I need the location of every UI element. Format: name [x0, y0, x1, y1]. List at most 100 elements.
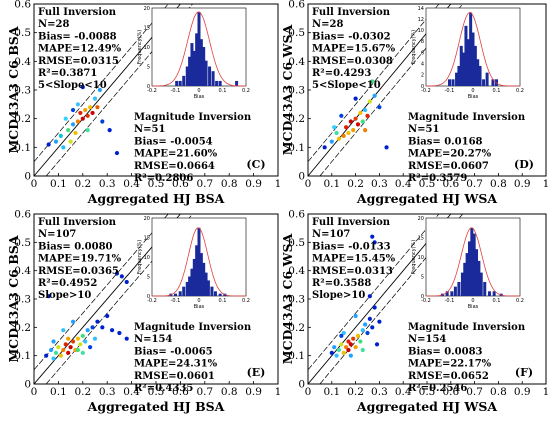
magnitude-inversion-line: MAPE=20.27%	[408, 149, 492, 160]
y-tick-label: 0.6	[288, 209, 305, 221]
histogram-bar	[190, 43, 194, 86]
full-inversion-line: Full Inversion	[38, 217, 117, 228]
data-point	[355, 122, 361, 127]
data-point	[58, 353, 63, 358]
data-point	[78, 342, 83, 347]
magnitude-inversion-line: MAPE=21.60%	[134, 149, 218, 160]
inset-y-tick-label: 20	[144, 6, 150, 12]
x-tick-label: 0.8	[490, 386, 507, 398]
normal-fit-curve	[152, 11, 246, 87]
full-inversion-line: N=28	[312, 19, 343, 30]
panel-label: (F)	[515, 366, 533, 379]
normal-fit-curve	[425, 227, 520, 297]
x-tick-label: 0.6	[442, 386, 459, 398]
full-inversion-line: Bias= -0.0133	[312, 241, 391, 252]
magnitude-inversion-line: N=51	[408, 124, 439, 135]
data-point	[51, 356, 56, 361]
envelope-line	[307, 213, 440, 371]
inset-y-tick-label: 0	[147, 294, 150, 300]
data-point	[73, 130, 78, 136]
x-tick-label: 0.2	[347, 178, 364, 190]
inset-y-tick-label: 15	[144, 235, 150, 241]
data-point	[339, 113, 344, 118]
histogram-bar	[185, 281, 189, 296]
x-tick-label: 0.4	[395, 386, 412, 398]
histogram-bar	[190, 268, 194, 296]
data-point	[51, 339, 56, 344]
data-point	[334, 353, 339, 358]
y-tick-label: 0.3	[288, 85, 305, 97]
x-tick-label: 0.1	[323, 178, 340, 190]
histogram-bar	[464, 25, 468, 86]
histogram-bar	[199, 253, 203, 296]
full-inversion-line: Full Inversion	[312, 217, 391, 228]
full-inversion-line: RMSE=0.0365	[38, 266, 119, 277]
histogram-bar	[174, 293, 177, 296]
histogram-bar	[491, 79, 495, 86]
full-inversion-line: RMSE=0.0308	[312, 56, 393, 67]
data-point	[348, 342, 353, 347]
magnitude-inversion-line: R²=0.2546	[408, 383, 467, 394]
panel-C: 0 0.1 0.2 0.3 0.4 0.5 0.6 0.7 0.8 0.9 100.10.20.30…	[6, 0, 281, 206]
histogram-bar	[478, 65, 482, 86]
inset-histogram: -0.2 -0.1 0 0.1 0.2 0 2 4 6 8 10 12 14 Bias Frequency(…	[411, 6, 524, 100]
x-tick-label: 1	[543, 178, 550, 190]
normal-fit-curve	[152, 227, 246, 297]
histogram-bar	[206, 280, 210, 296]
data-point	[370, 234, 375, 239]
magnitude-inversion-line: Magnitude Inversion	[134, 322, 252, 333]
histogram-bar	[215, 80, 219, 86]
y-axis-label: MCD43A3 C6 WSA	[280, 24, 295, 155]
full-inversion-line: Slope>10	[38, 290, 91, 301]
data-point	[46, 294, 51, 299]
data-point	[351, 128, 356, 133]
data-point	[97, 87, 102, 93]
data-point	[367, 316, 372, 321]
x-tick-label: 0.5	[419, 178, 436, 190]
full-inversion-line: Full Inversion	[312, 7, 391, 18]
inset-x-tick-label: 0	[471, 298, 474, 304]
magnitude-inversion-line: R²=0.2806	[134, 173, 193, 184]
full-inversion-line: Full Inversion	[38, 7, 117, 18]
data-point	[83, 107, 88, 113]
y-tick-label: 0.5	[288, 237, 305, 249]
x-tick-label: 0	[31, 178, 38, 190]
x-tick-label: 0.8	[221, 386, 238, 398]
data-point	[114, 150, 120, 156]
x-tick-label: 0.9	[245, 178, 262, 190]
inset-y-tick-label: 8	[421, 39, 424, 45]
data-point	[329, 139, 334, 144]
x-tick-label: 0.3	[371, 386, 388, 398]
histogram-bar	[192, 258, 196, 296]
histogram-bar	[445, 291, 449, 296]
x-tick-label: 0	[31, 386, 38, 398]
data-point	[374, 342, 380, 347]
y-tick-label: 0	[24, 171, 31, 183]
y-tick-label: 0.5	[288, 27, 305, 39]
full-inversion-line: 5<Slope<10	[38, 80, 107, 91]
inset-x-tick-label: -0.2	[421, 88, 431, 94]
x-tick-label: 0.3	[99, 178, 116, 190]
histogram-bar	[453, 286, 457, 296]
inset-y-tick-label: 4	[421, 62, 424, 68]
x-tick-label: 0.3	[371, 178, 388, 190]
full-inversion-line: 5<Slope<10	[312, 80, 381, 91]
data-point	[353, 96, 358, 101]
x-axis-label: Aggregated HJ BSA	[87, 399, 225, 414]
x-tick-label: 0.2	[347, 386, 364, 398]
x-tick-label: 0.8	[221, 178, 238, 190]
inset-histogram: -0.2 -0.1 0 0.1 0.2 0 5 10 15 20 Bias Frequency(%)	[137, 6, 250, 100]
data-point	[336, 136, 342, 141]
histogram-bar	[477, 260, 481, 296]
data-point	[363, 107, 368, 113]
x-tick-label: 0	[305, 386, 312, 398]
data-point	[66, 350, 71, 355]
inset-y-tick-label: 6	[421, 50, 424, 56]
magnitude-inversion-line: RMSE=0.0652	[408, 371, 489, 382]
histogram-bar	[476, 59, 480, 86]
envelope-line	[307, 3, 440, 162]
data-point	[63, 342, 68, 347]
data-point	[346, 130, 351, 136]
data-point	[372, 240, 377, 245]
data-point	[370, 79, 375, 84]
